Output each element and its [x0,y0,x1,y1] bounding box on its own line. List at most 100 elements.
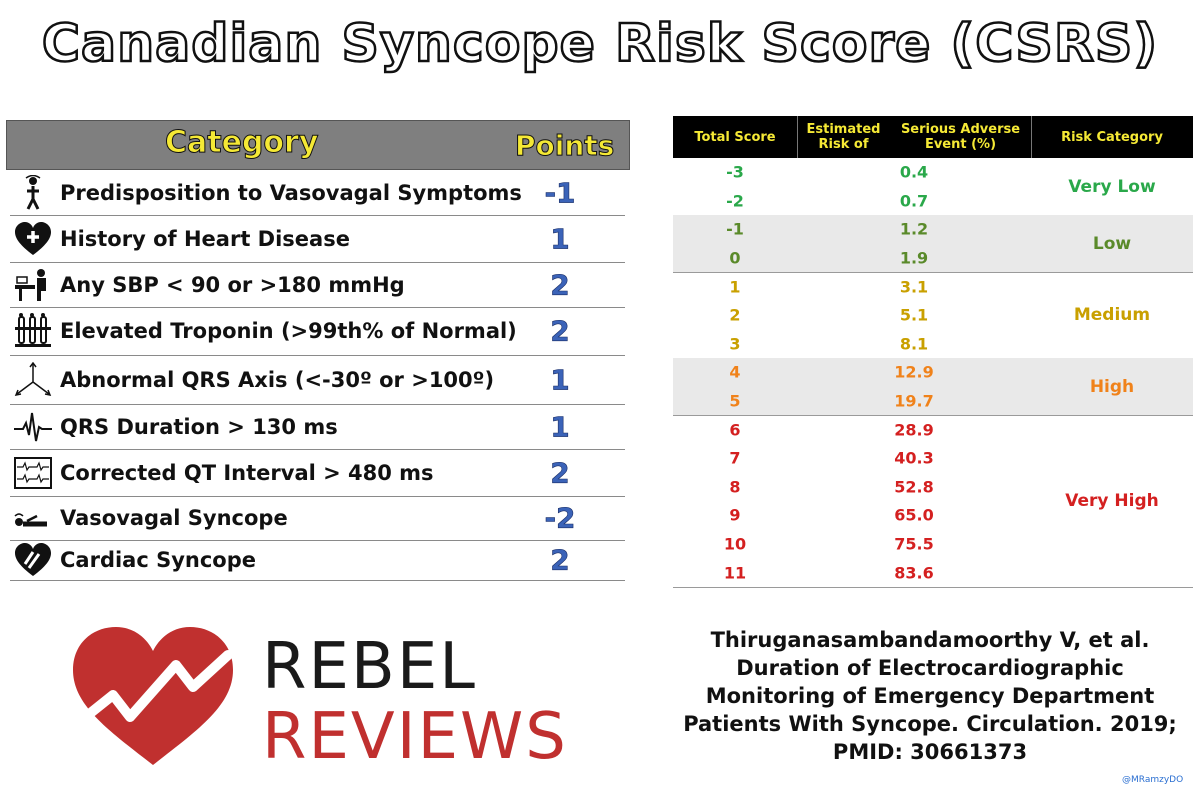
criteria-label: QRS Duration > 130 ms [60,414,338,439]
fainting-person-icon [12,500,54,536]
criteria-label: Elevated Troponin (>99th% of Normal) [60,319,517,343]
criteria-label: Vasovagal Syncope [60,506,288,530]
criteria-label: Abnormal QRS Axis (<-30º or >100º) [60,367,495,392]
risk-row: 6 28.9 [673,415,1193,444]
risk-row: 2 5.1 [673,301,1193,330]
total-score-cell: 3 [729,334,741,354]
estimated-risk-cell: 28.9 [894,420,934,440]
total-score-cell: 8 [729,477,741,497]
total-score-cell: 10 [723,534,747,554]
estimated-risk-cell: 1.2 [899,219,929,239]
logo-text-reviews: REVIEWS [262,700,568,774]
criteria-points: 1 [550,222,570,256]
total-score-cell: 11 [723,563,747,583]
criteria-points: -1 [544,176,576,210]
total-score-cell: 6 [729,420,741,440]
risk-category-label: High [1089,376,1135,397]
logo-text-rebel: REBEL [262,630,477,704]
risk-row: 7 40.3 [673,444,1193,473]
total-score-cell: 0 [729,248,741,268]
criteria-row: QRS Duration > 130 ms 1 [10,404,625,450]
estimated-risk-cell: 3.1 [899,277,929,297]
estimated-risk-cell: 5.1 [899,305,929,325]
risk-band: 1 3.1 2 5.1 3 8.1 Medium [673,272,1193,358]
criteria-row: Vasovagal Syncope -2 [10,496,625,541]
risk-row: 1 3.1 [673,272,1193,301]
risk-row: 8 52.8 [673,473,1193,502]
total-score-cell: 5 [729,391,741,411]
risk-row: 3 8.1 [673,330,1193,359]
risk-row: -3 0.4 [673,158,1193,187]
estimated-risk-cell: 12.9 [894,362,934,382]
risk-row: 5 19.7 [673,387,1193,416]
risk-row: 11 83.6 [673,558,1193,587]
blood-pressure-icon [12,267,54,303]
criteria-row: Cardiac Syncope 2 [10,540,625,581]
category-header: Category [164,125,319,161]
risk-band: -1 1.2 0 1.9 Low [673,215,1193,273]
ecg-wave-icon [12,409,54,445]
estimated-risk-cell: 19.7 [894,391,934,411]
estimated-risk-cell: 0.4 [899,162,929,182]
page-title: Canadian Syncope Risk Score (CSRS) [41,13,1159,76]
total-score-cell: 7 [729,448,741,468]
estimated-risk-cell: 83.6 [894,563,934,583]
estimated-risk-header: Estimated Risk of Serious Adverse Event (… [806,122,1021,152]
risk-category-label: Very Low [1068,176,1156,197]
total-score-cell: 2 [729,305,741,325]
criteria-points: -2 [544,501,576,535]
criteria-row: Corrected QT Interval > 480 ms 2 [10,449,625,497]
criteria-points: 1 [550,410,570,444]
citation-text: Thiruganasambandamoorthy V, et al. Durat… [683,628,1177,764]
estimated-risk-cell: 65.0 [894,505,934,525]
risk-row: 9 65.0 [673,501,1193,530]
total-score-cell: 1 [729,277,741,297]
risk-category-label: Very High [1065,491,1159,512]
criteria-label: History of Heart Disease [60,226,350,251]
total-score-cell: 4 [729,362,741,382]
total-score-cell: 9 [729,505,741,525]
total-score-cell: -3 [726,162,744,182]
risk-band: 6 28.9 7 40.3 8 52.8 9 65.0 10 75.5 11 83.6 Very Hig… [673,415,1193,587]
total-score-cell: -2 [726,191,744,211]
ecg-strip-icon [12,455,54,491]
criteria-row: Elevated Troponin (>99th% of Normal) 2 [10,307,625,356]
criteria-label: Predisposition to Vasovagal Symptoms [60,180,522,205]
criteria-points: 2 [550,314,570,348]
criteria-label: Any SBP < 90 or >180 mmHg [60,272,405,297]
estimated-risk-cell: 52.8 [894,477,934,497]
risk-row: 10 75.5 [673,530,1193,559]
estimated-risk-cell: 75.5 [894,534,934,554]
author-handle: @MRamzyDO [1122,775,1184,785]
criteria-label: Cardiac Syncope [60,548,257,572]
total-score-cell: -1 [726,219,744,239]
test-tubes-icon [12,313,54,349]
estimated-risk-cell: 8.1 [899,334,929,354]
broken-heart-icon [12,542,54,578]
risk-row: 0 1.9 [673,244,1193,273]
risk-row: -2 0.7 [673,187,1193,216]
risk-band: 4 12.9 5 19.7 High [673,358,1193,416]
risk-row: 4 12.9 [673,358,1193,387]
risk-category-header: Risk Category [1061,129,1163,145]
points-header: Points [514,129,615,163]
criteria-points: 2 [550,456,570,490]
criteria-points: 2 [550,268,570,302]
estimated-risk-cell: 40.3 [894,448,934,468]
estimated-risk-cell: 1.9 [899,248,929,268]
criteria-label: Corrected QT Interval > 480 ms [60,460,434,485]
criteria-row: Any SBP < 90 or >180 mmHg 2 [10,262,625,308]
estimated-risk-cell: 0.7 [899,191,929,211]
heart-plus-icon [12,221,54,257]
heart-logo-icon [73,627,233,765]
criteria-table-header: Category Points [6,120,630,170]
criteria-row: Abnormal QRS Axis (<-30º or >100º) 1 [10,355,625,405]
dizzy-person-icon [12,174,54,211]
criteria-row: History of Heart Disease 1 [10,215,625,263]
criteria-points: 2 [550,543,570,577]
criteria-points: 1 [550,363,570,397]
risk-category-label: Low [1092,233,1132,254]
risk-category-label: Medium [1073,305,1151,326]
criteria-row: Predisposition to Vasovagal Symptoms -1 [10,170,625,216]
risk-row: -1 1.2 [673,215,1193,244]
